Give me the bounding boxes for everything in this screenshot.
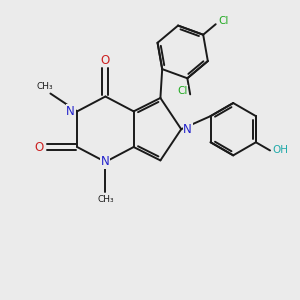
Text: Cl: Cl	[178, 86, 188, 96]
Text: N: N	[66, 105, 75, 118]
Text: CH₃: CH₃	[37, 82, 53, 91]
Text: Cl: Cl	[218, 16, 228, 26]
Text: O: O	[35, 140, 44, 154]
Text: O: O	[101, 54, 110, 67]
Text: N: N	[101, 155, 110, 168]
Text: OH: OH	[272, 146, 288, 155]
Text: CH₃: CH₃	[97, 194, 114, 203]
Text: N: N	[183, 123, 192, 136]
